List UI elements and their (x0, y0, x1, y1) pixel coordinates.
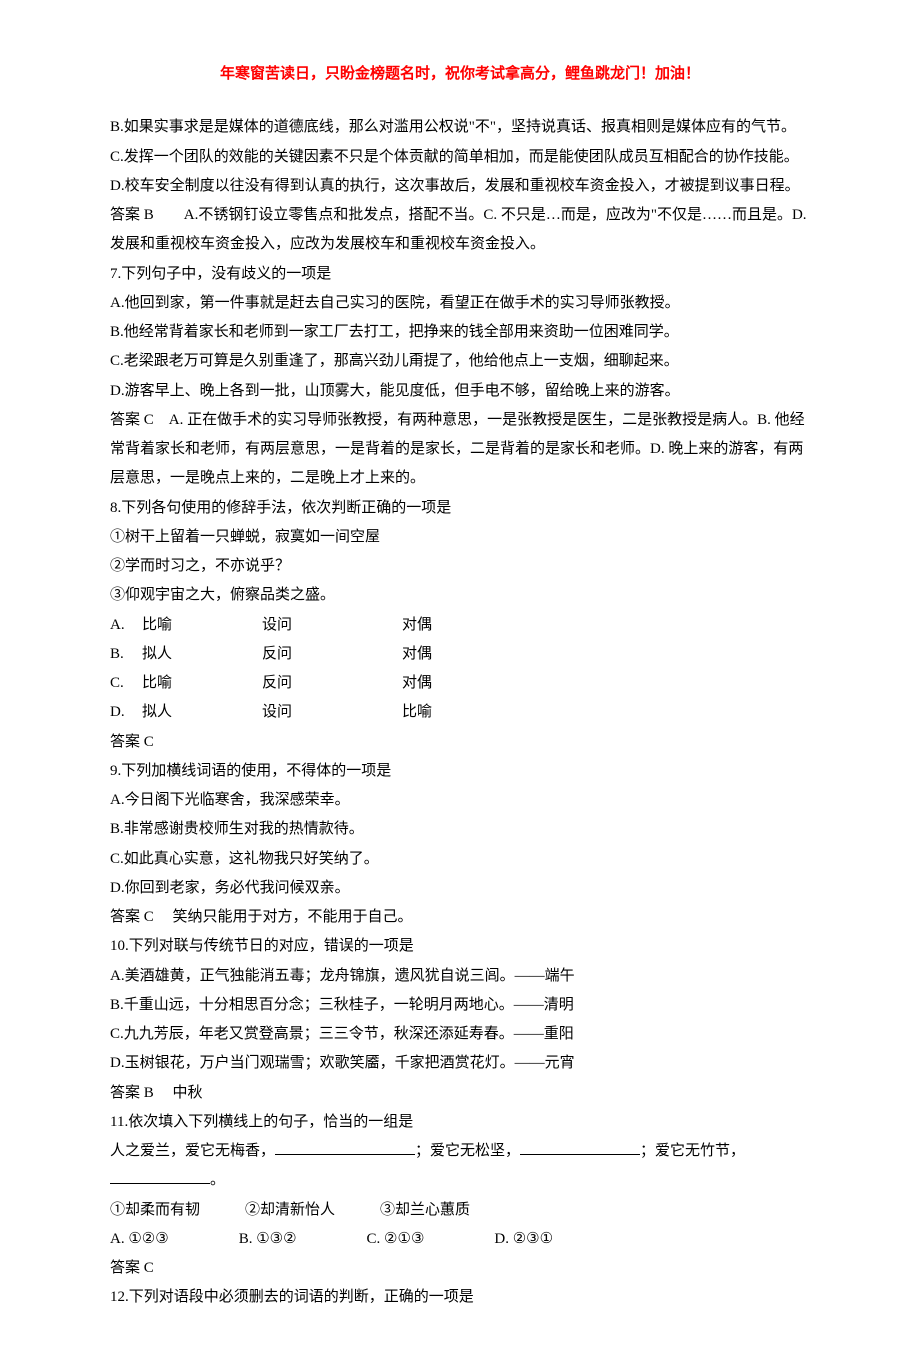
blank-3 (110, 1169, 210, 1184)
q8-options-table: A. 比喻 设问 对偶 B. 拟人 反问 对偶 C. 比喻 反问 对偶 D. 拟… (110, 611, 810, 728)
q10-option-b: B.千重山远，十分相思百分念；三秋桂子，一轮明月两地心。——清明 (110, 991, 810, 1020)
q10-stem: 10.下列对联与传统节日的对应，错误的一项是 (110, 932, 810, 961)
q8-c-col3: 对偶 (402, 669, 432, 698)
q10-option-d: D.玉树银花，万户当门观瑞雪；欢歌笑靥，千家把酒赏花灯。——元宵 (110, 1049, 810, 1078)
q8-row-d: D. 拟人 设问 比喻 (110, 698, 810, 727)
q11-body-line2: 。 (110, 1166, 810, 1195)
q11-body-end: 。 (210, 1172, 225, 1188)
q9-option-a: A.今日阁下光临寒舍，我深感荣幸。 (110, 786, 810, 815)
q8-row-a: A. 比喻 设问 对偶 (110, 611, 810, 640)
q9-option-d: D.你回到老家，务必代我问候双亲。 (110, 874, 810, 903)
q11-body-pre: 人之爱兰，爱它无梅香， (110, 1143, 275, 1159)
q11-opt-d: D. ②③① (494, 1225, 553, 1254)
q8-a-col3: 对偶 (402, 611, 432, 640)
q8-a-col2: 设问 (262, 611, 402, 640)
q11-opt-b: B. ①③② (239, 1225, 297, 1254)
q9-option-b: B.非常感谢贵校师生对我的热情款待。 (110, 815, 810, 844)
q11-stem: 11.依次填入下列横线上的句子，恰当的一组是 (110, 1108, 810, 1137)
q9-answer: 答案 C 笑纳只能用于对方，不能用于自己。 (110, 903, 810, 932)
q8-a-col1: 比喻 (142, 611, 262, 640)
q10-answer: 答案 B 中秋 (110, 1079, 810, 1108)
q8-sub1: ①树干上留着一只蝉蜕，寂寞如一间空屋 (110, 523, 810, 552)
q10-option-a: A.美酒雄黄，正气独能消五毒；龙舟锦旗，遗风犹自说三闾。——端午 (110, 962, 810, 991)
q8-b-label: B. (110, 640, 142, 669)
q8-d-col3: 比喻 (402, 698, 432, 727)
q8-c-col1: 比喻 (142, 669, 262, 698)
q8-b-col2: 反问 (262, 640, 402, 669)
q8-a-label: A. (110, 611, 142, 640)
page-header: 年寒窗苦读日，只盼金榜题名时，祝你考试拿高分，鲤鱼跳龙门！加油！ (110, 60, 810, 89)
q8-d-label: D. (110, 698, 142, 727)
answer-text: 答案 B A.不锈钢钉设立零售点和批发点，搭配不当。C. 不只是…而是，应改为"… (110, 201, 810, 260)
blank-2 (520, 1140, 640, 1155)
q8-sub2: ②学而时习之，不亦说乎？ (110, 552, 810, 581)
q7-option-d: D.游客早上、晚上各到一批，山顶雾大，能见度低，但手电不够，留给晚上来的游客。 (110, 377, 810, 406)
q9-stem: 9.下列加横线词语的使用，不得体的一项是 (110, 757, 810, 786)
q8-d-col2: 设问 (262, 698, 402, 727)
q8-c-col2: 反问 (262, 669, 402, 698)
q11-clue: ①却柔而有韧 ②却清新怡人 ③却兰心蕙质 (110, 1196, 810, 1225)
q8-c-label: C. (110, 669, 142, 698)
q8-row-c: C. 比喻 反问 对偶 (110, 669, 810, 698)
q11-body: 人之爱兰，爱它无梅香， ；爱它无松坚， ；爱它无竹节， (110, 1137, 810, 1166)
q11-options: A. ①②③ B. ①③② C. ②①③ D. ②③① (110, 1225, 810, 1254)
q9-option-c: C.如此真心实意，这礼物我只好笑纳了。 (110, 845, 810, 874)
q11-answer: 答案 C (110, 1254, 810, 1283)
q7-option-c: C.老梁跟老万可算是久别重逢了，那高兴劲儿甭提了，他给他点上一支烟，细聊起来。 (110, 347, 810, 376)
q11-opt-c: C. ②①③ (367, 1225, 425, 1254)
q8-stem: 8.下列各句使用的修辞手法，依次判断正确的一项是 (110, 494, 810, 523)
q8-b-col3: 对偶 (402, 640, 432, 669)
q11-body-mid1: ；爱它无松坚， (415, 1143, 520, 1159)
q8-sub3: ③仰观宇宙之大，俯察品类之盛。 (110, 581, 810, 610)
option-b-text: B.如果实事求是是媒体的道德底线，那么对滥用公权说"不"，坚持说真话、报真相则是… (110, 113, 810, 142)
q8-row-b: B. 拟人 反问 对偶 (110, 640, 810, 669)
q8-answer: 答案 C (110, 728, 810, 757)
option-d-text: D.校车安全制度以往没有得到认真的执行，这次事故后，发展和重视校车资金投入，才被… (110, 172, 810, 201)
q8-d-col1: 拟人 (142, 698, 262, 727)
q7-answer: 答案 C A. 正在做手术的实习导师张教授，有两种意思，一是张教授是医生，二是张… (110, 406, 810, 494)
blank-1 (275, 1140, 415, 1155)
option-c-text: C.发挥一个团队的效能的关键因素不只是个体贡献的简单相加，而是能使团队成员互相配… (110, 143, 810, 172)
q8-b-col1: 拟人 (142, 640, 262, 669)
q7-stem: 7.下列句子中，没有歧义的一项是 (110, 260, 810, 289)
q11-body-mid2: ；爱它无竹节， (640, 1143, 745, 1159)
q10-option-c: C.九九芳辰，年老又赏登高景；三三令节，秋深还添延寿春。——重阳 (110, 1020, 810, 1049)
q7-option-b: B.他经常背着家长和老师到一家工厂去打工，把挣来的钱全部用来资助一位困难同学。 (110, 318, 810, 347)
q7-option-a: A.他回到家，第一件事就是赶去自己实习的医院，看望正在做手术的实习导师张教授。 (110, 289, 810, 318)
q11-opt-a: A. ①②③ (110, 1225, 169, 1254)
q12-stem: 12.下列对语段中必须删去的词语的判断，正确的一项是 (110, 1283, 810, 1312)
